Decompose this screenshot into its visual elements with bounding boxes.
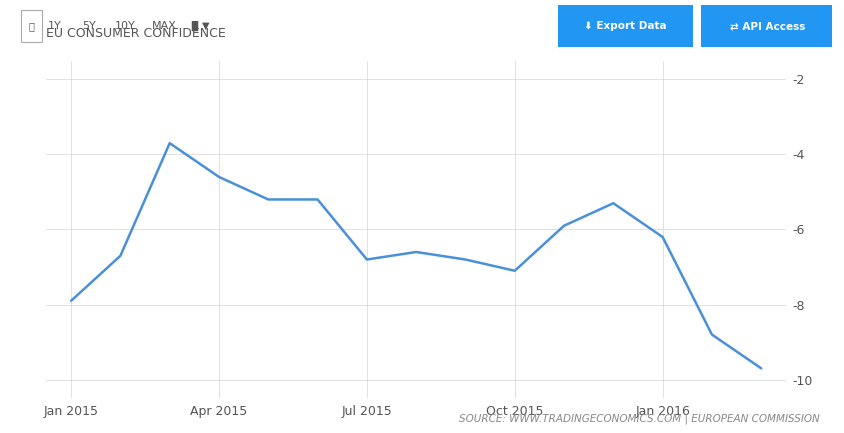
- Text: MAX: MAX: [152, 21, 177, 31]
- Text: SOURCE: WWW.TRADINGECONOMICS.COM | EUROPEAN COMMISSION: SOURCE: WWW.TRADINGECONOMICS.COM | EUROP…: [458, 414, 819, 424]
- Text: 10Y: 10Y: [115, 21, 135, 31]
- Text: 📅: 📅: [29, 21, 35, 31]
- FancyBboxPatch shape: [557, 5, 692, 47]
- Text: 5Y: 5Y: [82, 21, 95, 31]
- FancyBboxPatch shape: [701, 5, 831, 47]
- Text: ⇄ API Access: ⇄ API Access: [728, 21, 804, 31]
- Text: ▐▌▼: ▐▌▼: [187, 21, 209, 31]
- FancyBboxPatch shape: [21, 10, 42, 42]
- Text: 1Y: 1Y: [48, 21, 62, 31]
- Text: ⬇ Export Data: ⬇ Export Data: [583, 21, 666, 31]
- Text: EU CONSUMER CONFIDENCE: EU CONSUMER CONFIDENCE: [46, 27, 226, 40]
